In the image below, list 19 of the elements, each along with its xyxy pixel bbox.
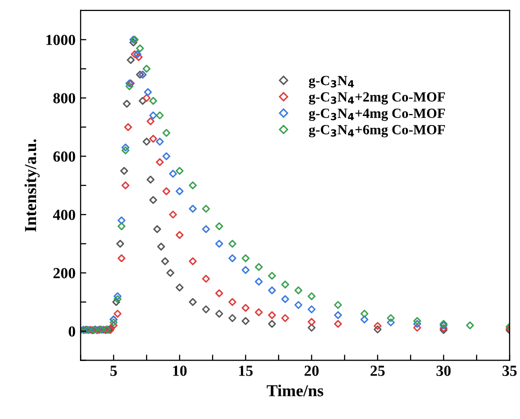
x-tick-label: 25 [370, 366, 385, 376]
legend-label: g-C$_{3}$N$_{4}$+4mg Co-MOF [308, 108, 445, 121]
y-tick-label: 0 [68, 326, 76, 337]
legend-label: g-C$_{3}$N$_{4}$+6mg Co-MOF [308, 125, 445, 138]
legend-label: g-C$_{3}$N$_{4}$+2mg Co-MOF [308, 92, 445, 105]
x-axis-title: Time/ns [266, 384, 324, 396]
y-tick-label: 400 [53, 210, 76, 220]
legend-label: g-C$_{3}$N$_{4}$ [308, 76, 354, 88]
x-tick-label: 30 [436, 366, 451, 376]
x-tick-label: 10 [173, 366, 187, 376]
y-tick-label: 1000 [46, 34, 76, 46]
y-tick-label: 200 [53, 268, 76, 278]
x-tick-label: 20 [304, 366, 319, 376]
x-tick-label: 35 [502, 366, 517, 376]
y-axis-title: Intensity/a.u. [24, 139, 40, 232]
y-tick-label: 800 [53, 93, 76, 104]
x-tick-label: 15 [239, 366, 253, 376]
y-tick-label: 600 [53, 151, 76, 162]
x-tick-label: 5 [110, 366, 117, 376]
